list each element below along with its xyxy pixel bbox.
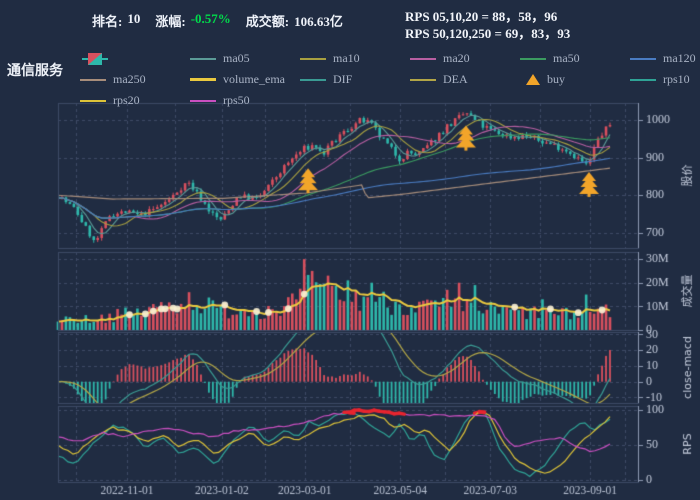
legend-item-ma20: ma20 — [410, 51, 520, 66]
sector-label: 通信服务 — [7, 64, 63, 79]
legend-label: rps50 — [223, 93, 250, 107]
buy-triangle-icon — [526, 74, 540, 85]
legend-label: ma50 — [553, 51, 580, 65]
legend-label: rps20 — [113, 93, 140, 107]
rps-summary-line1: RPS 05,10,20 = 88，58，96 — [405, 9, 558, 24]
legend-item-rps10: rps10 — [630, 72, 700, 87]
legend-item-buy: buy — [520, 72, 630, 87]
legend-label: ma250 — [113, 72, 146, 86]
legend-item-rps50: rps50 — [190, 93, 300, 108]
rps20-swatch — [80, 99, 106, 102]
DIF-swatch — [300, 78, 326, 81]
rps-summary: RPS 05,10,20 = 88，58，96 RPS 50,120,250 =… — [405, 8, 570, 42]
legend-item-rps20: rps20 — [80, 93, 190, 108]
legend-label: DIF — [333, 72, 353, 86]
legend-label: ma10 — [333, 51, 360, 65]
turnover-value: 106.63亿 — [294, 14, 343, 29]
rps50-swatch — [190, 99, 216, 102]
ma250-swatch — [80, 78, 106, 81]
legend-label: ma120 — [663, 51, 696, 65]
turnover-stat: 成交额: 106.63亿 — [246, 11, 343, 30]
change-label: 涨幅: — [155, 14, 186, 29]
legend-item-ma10: ma10 — [300, 51, 410, 66]
turnover-label: 成交额: — [245, 14, 290, 29]
rank-stat: 排名: 10 — [92, 11, 140, 30]
legend-label: rps10 — [663, 72, 690, 86]
ma120-swatch — [630, 57, 656, 60]
rank-value: 10 — [127, 11, 141, 26]
rps-summary-line2: RPS 50,120,250 = 69，83，93 — [405, 26, 571, 41]
legend-item-ma120: ma120 — [630, 51, 700, 66]
candlestick-icon — [82, 52, 108, 65]
ma10-swatch — [300, 57, 326, 60]
legend-item-DEA: DEA — [410, 72, 520, 87]
chart-legend: ma05 ma10 ma20 ma50 ma120 ma250 volume_ema DIF D… — [80, 48, 700, 111]
legend-item-candlestick — [80, 52, 190, 66]
legend-label: DEA — [443, 72, 468, 86]
DEA-swatch — [410, 78, 436, 81]
legend-item-DIF: DIF — [300, 72, 410, 87]
rps10-swatch — [630, 78, 656, 81]
change-value: -0.57% — [190, 11, 231, 26]
legend-label: ma05 — [223, 51, 250, 65]
ma05-swatch — [190, 57, 216, 60]
legend-item-ma250: ma250 — [80, 72, 190, 87]
legend-label: buy — [547, 72, 565, 86]
rank-label: 排名: — [92, 14, 123, 29]
legend-item-ma05: ma05 — [190, 51, 300, 66]
legend-item-volume_ema: volume_ema — [190, 72, 300, 87]
volume_ema-swatch — [190, 78, 216, 81]
header-stats: 排名: 10 涨幅: -0.57% 成交额: 106.63亿 — [92, 11, 343, 30]
legend-item-ma50: ma50 — [520, 51, 630, 66]
ma20-swatch — [410, 57, 436, 60]
change-stat: 涨幅: -0.57% — [155, 11, 230, 30]
ma50-swatch — [520, 57, 546, 60]
legend-label: volume_ema — [223, 72, 285, 86]
legend-label: ma20 — [443, 51, 470, 65]
